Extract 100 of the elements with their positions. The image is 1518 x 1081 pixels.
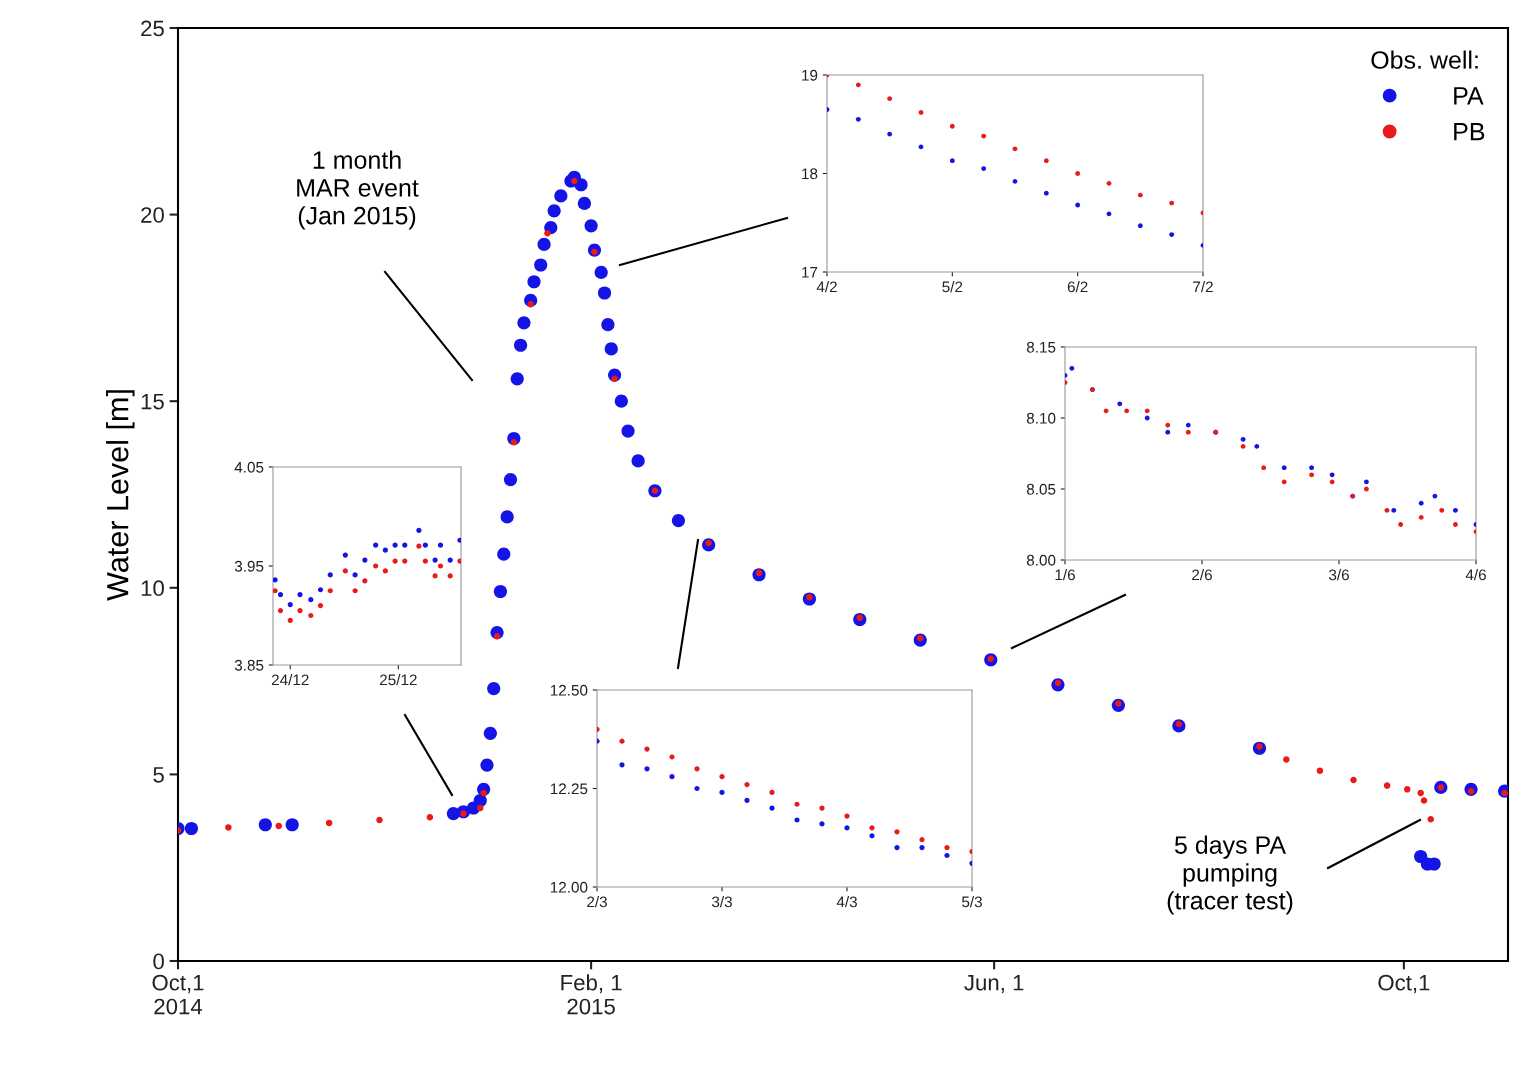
- point: [534, 258, 548, 272]
- point: [919, 845, 925, 851]
- point: [487, 681, 501, 696]
- point: [392, 542, 398, 548]
- point: [644, 766, 650, 772]
- point: [949, 123, 955, 129]
- point: [614, 394, 628, 408]
- y-tick-label: 17: [802, 267, 818, 278]
- y-tick-label: 12.50: [550, 684, 588, 696]
- point: [644, 746, 650, 752]
- point: [869, 833, 875, 839]
- point: [327, 588, 333, 594]
- point: [1043, 190, 1049, 196]
- x-tick-label: 2/6: [1192, 569, 1212, 581]
- y-tick-label: 12.25: [550, 783, 588, 795]
- y-tick-label: 0: [153, 953, 164, 970]
- point: [887, 96, 893, 102]
- legend-label: PA: [1454, 87, 1484, 105]
- point: [554, 189, 568, 203]
- y-tick-label: 5: [153, 767, 164, 783]
- x-tick-label: 25/12: [379, 674, 417, 686]
- point: [1043, 158, 1049, 164]
- point: [769, 789, 775, 796]
- point: [258, 818, 272, 832]
- point: [483, 726, 497, 740]
- point: [432, 573, 438, 579]
- x-tick-label: 3/3: [711, 896, 732, 908]
- point: [744, 781, 750, 788]
- point: [844, 813, 850, 819]
- point: [669, 754, 675, 760]
- y-tick-label: 3.95: [234, 560, 264, 572]
- point: [855, 116, 861, 122]
- point: [894, 845, 900, 851]
- point: [1137, 192, 1143, 198]
- point: [949, 158, 955, 164]
- point: [1106, 180, 1112, 186]
- point: [694, 766, 700, 772]
- point: [477, 804, 484, 812]
- point: [571, 177, 578, 185]
- point: [493, 584, 508, 599]
- y-tick-label: 8.10: [1026, 412, 1056, 424]
- point: [1316, 767, 1324, 774]
- point: [277, 607, 284, 614]
- point: [277, 592, 284, 598]
- x-tick-label: 6/2: [1067, 281, 1088, 293]
- x-tick-label: 4/2: [816, 281, 837, 293]
- x-tick-label: 4/3: [836, 896, 857, 908]
- x-tick-label: Feb, 1 2015: [561, 974, 622, 1015]
- y-tick-label: 8.00: [1026, 554, 1056, 566]
- point: [362, 578, 368, 584]
- legend-title: Obs. well:: [1371, 50, 1478, 69]
- point: [426, 814, 434, 821]
- point: [497, 547, 511, 561]
- point: [1350, 776, 1357, 784]
- point: [1403, 786, 1411, 793]
- point: [719, 789, 725, 796]
- point: [1420, 797, 1428, 804]
- point: [619, 762, 625, 768]
- point: [402, 542, 408, 548]
- point: [308, 597, 314, 603]
- point: [1417, 789, 1424, 797]
- point: [819, 821, 825, 827]
- point: [327, 572, 333, 578]
- y-tick-label: 8.05: [1026, 483, 1056, 495]
- x-tick-label: Oct,1: [1378, 974, 1430, 994]
- y-tick-label: 20: [141, 207, 164, 223]
- y-tick-label: 3.85: [234, 659, 264, 671]
- point: [594, 265, 608, 280]
- point: [621, 424, 635, 438]
- point: [619, 738, 625, 744]
- point: [1075, 202, 1081, 208]
- point: [869, 825, 875, 831]
- y-tick-label: 25: [141, 20, 164, 37]
- point: [694, 785, 700, 792]
- point: [325, 819, 333, 827]
- point: [944, 845, 950, 851]
- point: [287, 617, 293, 624]
- point: [919, 837, 925, 843]
- annotation: 5 days PA pumping (tracer test): [1167, 835, 1293, 915]
- point: [317, 587, 324, 593]
- y-tick-label: 8.15: [1026, 341, 1056, 353]
- y-axis-title: Water Level [m]: [106, 390, 135, 601]
- point: [1383, 782, 1391, 789]
- point: [287, 602, 293, 608]
- point: [503, 472, 518, 487]
- point: [604, 342, 618, 356]
- point: [547, 204, 561, 218]
- x-tick-label: Jun, 1: [964, 975, 1024, 994]
- x-tick-label: 5/3: [961, 896, 982, 908]
- point: [894, 829, 900, 835]
- point: [402, 558, 408, 564]
- point: [275, 822, 283, 830]
- point: [769, 805, 775, 811]
- point: [544, 230, 551, 237]
- point: [513, 338, 528, 352]
- point: [819, 805, 825, 811]
- point: [981, 133, 987, 139]
- y-tick-label: 12.00: [550, 881, 588, 893]
- point: [317, 603, 324, 609]
- point: [376, 816, 383, 824]
